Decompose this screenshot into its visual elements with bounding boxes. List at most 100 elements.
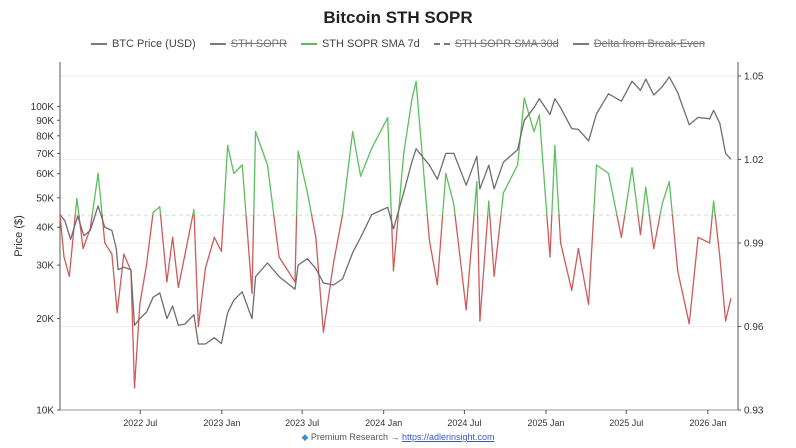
- sopr-segment: [724, 297, 732, 322]
- sopr-segment: [123, 253, 132, 272]
- sopr-segment: [436, 214, 444, 286]
- sopr-segment: [159, 214, 168, 283]
- sopr-segment: [397, 153, 405, 216]
- sopr-segment: [91, 172, 99, 216]
- y-tick-label: 90K: [36, 116, 54, 127]
- legend-item-sma-7d[interactable]: STH SOPR SMA 7d: [300, 38, 420, 50]
- y-tick-label: 60K: [36, 169, 54, 180]
- sopr-segment: [489, 214, 495, 278]
- sopr-segment: [714, 214, 721, 258]
- y2-tick-label: 0.96: [744, 322, 764, 333]
- sopr-segment: [387, 117, 393, 216]
- sopr-segment: [322, 261, 335, 333]
- sopr-segment: [616, 214, 623, 239]
- y2-tick-label: 0.99: [744, 238, 764, 249]
- sopr-segment: [411, 80, 417, 99]
- legend-label: STH SOPR SMA 30d: [454, 38, 559, 50]
- sopr-segment: [166, 236, 174, 283]
- sopr-segment: [241, 164, 247, 216]
- legend-swatch: [433, 43, 450, 45]
- sopr-segment: [145, 214, 154, 266]
- sopr-segment: [571, 247, 580, 291]
- sopr-segment: [538, 114, 548, 216]
- sopr-segment: [488, 200, 491, 216]
- y-tick-label: 70K: [36, 149, 54, 160]
- sopr-segment: [315, 236, 325, 333]
- legend-swatch: [91, 43, 107, 45]
- sopr-segment: [63, 256, 70, 278]
- sopr-segment: [159, 206, 162, 216]
- legend-item-btc-price[interactable]: BTC Price (USD): [91, 38, 196, 50]
- sopr-segment: [306, 192, 313, 216]
- sopr-segment: [97, 172, 103, 216]
- sopr-segment: [624, 167, 633, 216]
- sopr-segment: [500, 192, 505, 216]
- legend-item-sma-30d[interactable]: STH SOPR SMA 30d: [433, 38, 559, 50]
- sopr-segment: [139, 264, 148, 305]
- sopr-segment: [631, 167, 639, 216]
- sopr-segment: [671, 214, 679, 272]
- btc-price-line: [59, 76, 732, 345]
- sopr-segment: [639, 214, 644, 236]
- sopr-segment: [554, 144, 560, 216]
- x-tick-label: 2024 Jan: [365, 418, 402, 428]
- sopr-segment: [359, 147, 373, 177]
- legend-item-delta-break-even[interactable]: Delta from Break-Even: [572, 38, 705, 50]
- footer-text: Premium Research →: [310, 432, 400, 442]
- sopr-segment: [607, 172, 618, 216]
- sopr-segment: [441, 172, 447, 216]
- footer: ◆ Premium Research → https://adlerinsigh…: [0, 432, 796, 443]
- sopr-segment: [89, 214, 93, 230]
- x-tick-label: 2023 Jul: [285, 418, 319, 428]
- sopr-segment: [648, 214, 655, 250]
- sopr-segment: [310, 214, 317, 239]
- chart-legend: BTC Price (USD) STH SOPR STH SOPR SMA 7d…: [0, 38, 796, 50]
- sopr-segment: [476, 181, 479, 216]
- grid: [60, 75, 738, 411]
- sopr-segment: [493, 214, 502, 278]
- sopr-segment: [551, 144, 556, 216]
- sopr-segment: [453, 203, 456, 216]
- y2-tick-label: 1.02: [744, 155, 764, 166]
- sopr-segment: [204, 236, 215, 269]
- legend-label: BTC Price (USD): [112, 38, 196, 50]
- sopr-segment: [653, 214, 661, 250]
- sopr-segment: [479, 214, 489, 322]
- sopr-segment: [59, 214, 65, 258]
- footer-link[interactable]: https://adlerinsight.com: [401, 432, 495, 442]
- sopr-segment: [76, 197, 80, 216]
- x-tick-label: 2025 Jan: [527, 418, 564, 428]
- sopr-segment: [476, 214, 481, 322]
- sopr-segment: [266, 164, 275, 216]
- sopr-segment: [587, 214, 595, 305]
- y-tick-label: 30K: [36, 261, 54, 272]
- sopr-segment: [668, 181, 674, 216]
- sopr-segment: [593, 164, 598, 216]
- y-tick-label: 80K: [36, 131, 54, 142]
- legend-swatch: [209, 43, 226, 45]
- x-axis-ticks: 2022 Jul 2023 Jan 2023 Jul 2024 Jan 2024 Jul…: [123, 410, 726, 428]
- sopr-segment: [226, 144, 235, 175]
- sopr-segment: [197, 267, 207, 328]
- sopr-segment: [445, 172, 455, 205]
- legend-item-sth-sopr[interactable]: STH SOPR: [209, 38, 287, 50]
- sopr-segment: [68, 214, 76, 278]
- y-axis-ticks: 10K 20K 30K 40K 50K 60K 70K 80K 90K 100K: [31, 102, 60, 417]
- chart-title: Bitcoin STH SOPR: [323, 8, 473, 27]
- sopr-segment: [516, 97, 525, 166]
- sopr-segment: [559, 242, 573, 291]
- sopr-segment: [352, 130, 362, 177]
- sopr-segment: [104, 242, 113, 255]
- sopr-segment: [254, 130, 269, 166]
- sopr-segment: [130, 270, 136, 389]
- sopr-segment: [428, 239, 439, 286]
- sopr-segment: [253, 130, 257, 216]
- y-tick-label: 10K: [36, 406, 54, 417]
- sopr-segment: [620, 214, 626, 239]
- sopr-segment: [245, 214, 253, 294]
- sopr-segment: [294, 214, 298, 283]
- sopr-segment: [233, 164, 243, 175]
- sopr-segment: [637, 214, 642, 236]
- y-tick-label: 50K: [36, 193, 54, 204]
